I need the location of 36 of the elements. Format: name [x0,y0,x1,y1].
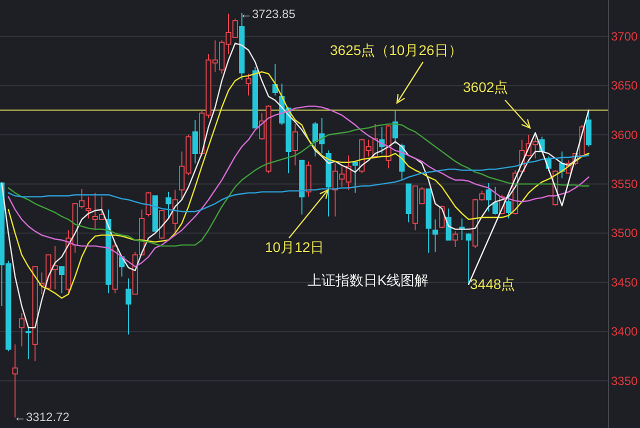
candlestick [246,73,252,96]
annotation: ←3723.85 [240,7,296,21]
candlestick [352,162,358,194]
line-series [8,106,590,268]
candlestick [292,123,298,166]
candlestick [58,266,65,294]
candlestick [466,232,472,285]
candlestick [452,230,458,248]
y-tick-label: 3500 [611,226,638,240]
candlestick [166,191,172,219]
text: 上证指数日K线图解 [307,272,429,288]
annotation: 3602点 [463,79,508,95]
y-tick-label: 3700 [611,29,638,44]
annotation: 3625点（10月26日） [330,42,462,58]
line-series [8,71,590,299]
candlestick [506,194,512,219]
annotation: ←3312.72 [14,410,70,424]
y-tick-label: 3600 [611,128,638,142]
candlestick [192,120,198,164]
candlestick [18,312,25,347]
candlestick [86,196,92,219]
y-tick-label: 3400 [611,324,638,339]
annotation: 3448点 [470,276,516,292]
y-tick-label: 3550 [611,176,638,191]
candlestick [146,191,152,217]
candlestick [486,182,492,212]
y-tick-label: 3650 [611,78,638,93]
candlestick [392,110,398,144]
candlestick [12,344,18,418]
candlestick [126,278,132,336]
candlestick [432,218,438,252]
candlestick [26,327,32,360]
annotation: 10月12日 [265,239,324,255]
y-tick-label: 3450 [611,275,638,290]
y-tick-label: 3350 [611,374,638,388]
candlestick [492,186,498,215]
